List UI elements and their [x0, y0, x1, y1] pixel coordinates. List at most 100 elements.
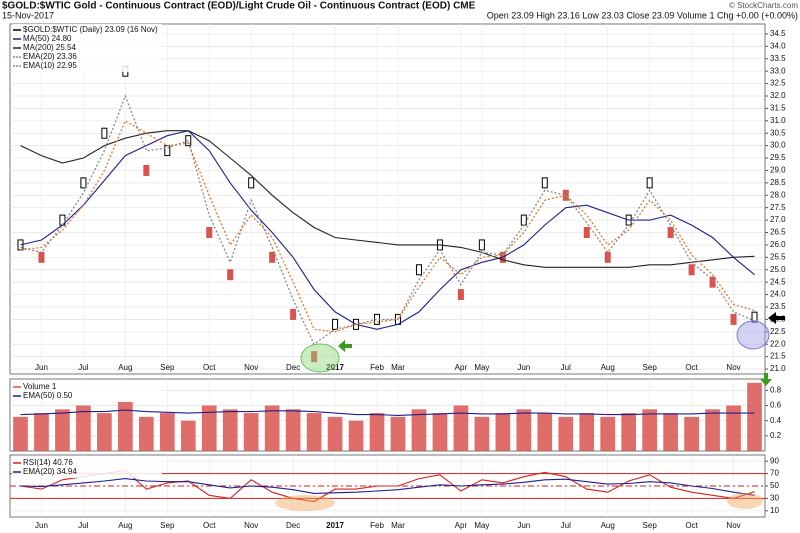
volume-bar	[201, 405, 217, 451]
y-tick-label: 29.0	[770, 166, 786, 175]
highlight-circle	[736, 320, 770, 350]
plot-area: 21.021.522.022.523.023.524.024.525.025.5…	[10, 24, 786, 530]
series-line	[20, 478, 755, 496]
x-tick-label: Oct	[685, 521, 698, 530]
credit: © StockCharts.com	[729, 1, 798, 10]
y-tick-label: 30.0	[770, 141, 786, 150]
volume-bar	[76, 405, 91, 451]
y-tick-label: 0.4	[770, 416, 782, 425]
highlight-ellipse	[275, 495, 335, 511]
volume-bar	[516, 409, 532, 451]
volume-bar	[411, 409, 427, 451]
y-tick-label: 0.2	[770, 431, 782, 440]
volume-bar	[705, 409, 720, 451]
y-tick-label: 25.0	[770, 265, 786, 274]
chart-title: $GOLD:$WTIC Gold - Continuous Contract (…	[2, 1, 476, 12]
x-tick-label: May	[474, 363, 489, 372]
arrow	[760, 373, 772, 386]
volume-bar	[390, 416, 406, 451]
legend-box	[12, 24, 162, 72]
highlight-circle	[300, 343, 340, 373]
chart-date: 15-Nov-2017	[2, 10, 54, 20]
x-tick-label: Sep	[160, 363, 175, 372]
candle	[227, 269, 234, 281]
candle	[101, 127, 108, 139]
y-tick-label: 23.5	[770, 302, 786, 311]
candle	[311, 351, 318, 363]
legend-label: MA(50) 24.80	[23, 34, 72, 43]
x-tick-label: Nov	[244, 521, 258, 530]
series-line	[20, 94, 755, 346]
volume-bar	[747, 382, 762, 451]
candle	[415, 264, 422, 276]
volume-bar	[34, 413, 49, 451]
candle	[541, 177, 548, 189]
volume-bar	[264, 405, 280, 451]
x-tick-label: Dec	[286, 363, 300, 372]
y-tick-label: 50	[770, 481, 779, 490]
y-tick-label: 32.5	[770, 79, 786, 88]
candle	[206, 227, 213, 239]
x-tick-label: Oct	[203, 521, 216, 530]
x-tick-label: Apr	[455, 363, 468, 372]
y-tick-label: 0.6	[770, 401, 782, 410]
volume-bar	[13, 416, 28, 451]
volume-bar	[579, 413, 595, 451]
x-tick-label: Jun	[35, 521, 48, 530]
y-tick-label: 34.5	[770, 29, 786, 38]
y-tick-label: 26.5	[770, 228, 786, 237]
x-tick-label: Jul	[561, 521, 571, 530]
x-tick-label: Aug	[118, 363, 132, 372]
candle	[688, 264, 695, 276]
volume-bar	[684, 416, 699, 451]
candle	[17, 239, 24, 251]
candle	[667, 227, 674, 239]
volume-bar	[159, 413, 175, 451]
series-line	[20, 469, 755, 503]
volume-bar	[537, 413, 553, 451]
x-tick-label: Jun	[35, 363, 48, 372]
y-tick-label: 0.8	[770, 385, 782, 394]
x-tick-label: Dec	[286, 521, 300, 530]
y-tick-label: 30	[770, 494, 779, 503]
y-tick-label: 22.5	[770, 327, 786, 336]
y-tick-label: 26.0	[770, 240, 786, 249]
volume-bar	[118, 401, 133, 451]
x-tick-label: 2017	[326, 363, 344, 372]
candle	[604, 251, 611, 263]
arrow	[768, 312, 785, 324]
x-tick-label: Sep	[160, 521, 175, 530]
volume-bar	[453, 405, 469, 451]
volume-bar	[243, 413, 259, 451]
volume-bar	[495, 413, 511, 451]
x-tick-label: Jul	[78, 521, 88, 530]
y-tick-label: 10	[770, 506, 779, 515]
annotations	[275, 312, 785, 511]
x-tick-label: Jun	[517, 521, 530, 530]
candle	[80, 177, 87, 189]
volume-bar	[600, 416, 616, 451]
y-tick-label: 27.0	[770, 215, 786, 224]
x-tick-label: Jul	[561, 363, 571, 372]
x-tick-label: Nov	[726, 363, 740, 372]
volume-bar	[348, 420, 364, 451]
volume-bar	[138, 416, 154, 451]
y-tick-label: 24.0	[770, 290, 786, 299]
volume-bar	[285, 409, 301, 451]
volume-bar	[306, 413, 322, 451]
y-tick-label: 31.0	[770, 116, 786, 125]
legend-label: EMA(20) 34.94	[23, 467, 77, 476]
x-tick-label: Mar	[391, 521, 405, 530]
legend: $GOLD:$WTIC (Daily) 23.09 (16 Nov)MA(50)…	[12, 24, 162, 72]
legend-label: EMA(20) 23.36	[23, 52, 77, 61]
x-tick-label: Feb	[370, 521, 384, 530]
series-line	[20, 130, 755, 330]
x-tick-label: Nov	[726, 521, 740, 530]
y-tick-label: 22.0	[770, 339, 786, 348]
x-tick-label: Sep	[643, 363, 658, 372]
arrow	[338, 340, 352, 352]
x-tick-label: Aug	[601, 521, 615, 530]
volume-bar	[369, 413, 385, 451]
y-tick-label: 27.5	[770, 203, 786, 212]
